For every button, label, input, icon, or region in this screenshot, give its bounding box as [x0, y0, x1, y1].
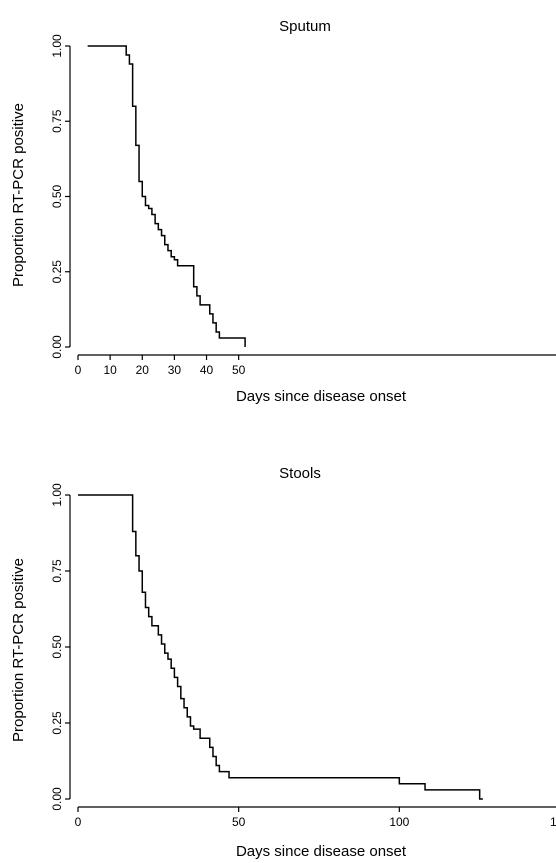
sputum-y-tick-label: 1.00 — [50, 34, 64, 58]
sputum-x-axis-label: Days since disease onset — [236, 388, 407, 405]
sputum-x-tick-label: 20 — [136, 363, 150, 377]
stools-y-tick-label: 1.00 — [50, 483, 64, 507]
stools-title: Stools — [279, 465, 321, 482]
sputum-panel: Sputum Days since disease onset Proporti… — [10, 18, 556, 405]
sputum-y-ticks: 0.00 0.25 0.50 0.75 1.00 — [50, 34, 70, 359]
sputum-x-ticks: 0 10 20 30 40 50 — [75, 355, 246, 377]
stools-y-tick-label: 0.25 — [50, 711, 64, 735]
stools-y-tick-label: 0.50 — [50, 635, 64, 659]
sputum-x-tick-label: 10 — [103, 363, 117, 377]
sputum-y-tick-label: 0.25 — [50, 260, 64, 284]
stools-x-ticks: 0 50 100 150 — [75, 807, 556, 829]
sputum-y-tick-label: 0.75 — [50, 109, 64, 133]
sputum-title: Sputum — [279, 18, 331, 35]
sputum-x-tick-label: 40 — [200, 363, 214, 377]
sputum-y-tick-label: 0.50 — [50, 184, 64, 208]
stools-x-tick-label: 50 — [232, 815, 246, 829]
stools-y-tick-label: 0.00 — [50, 787, 64, 811]
sputum-x-tick-label: 50 — [232, 363, 246, 377]
stools-x-tick-label: 0 — [75, 815, 82, 829]
stools-x-axis-label: Days since disease onset — [236, 843, 407, 860]
stools-survival-curve — [78, 494, 483, 800]
sputum-x-tick-label: 0 — [75, 363, 82, 377]
stools-x-tick-label: 150 — [550, 815, 556, 829]
sputum-x-tick-label: 30 — [168, 363, 182, 377]
stools-y-tick-label: 0.75 — [50, 559, 64, 583]
sputum-y-axis-label: Proportion RT-PCR positive — [10, 103, 27, 287]
stools-y-axis-label: Proportion RT-PCR positive — [10, 558, 27, 742]
stools-x-tick-label: 100 — [389, 815, 409, 829]
stools-panel: Stools Days since disease onset Proporti… — [10, 465, 556, 860]
stools-y-ticks: 0.00 0.25 0.50 0.75 1.00 — [50, 483, 70, 811]
sputum-y-tick-label: 0.00 — [50, 335, 64, 359]
sputum-survival-curve — [87, 45, 246, 347]
